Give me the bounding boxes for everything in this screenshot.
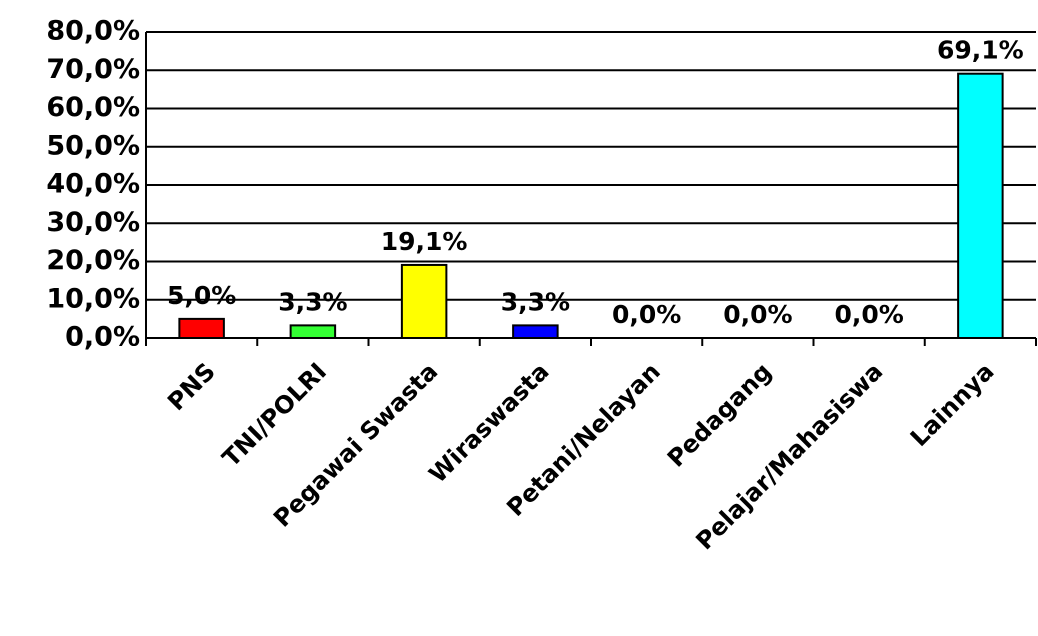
x-tick-label: Pedagang	[662, 357, 777, 472]
value-label: 3,3%	[278, 287, 347, 316]
x-tick-label: Pelajar/Mahasiswa	[690, 357, 888, 555]
bar	[512, 324, 559, 340]
value-label: 19,1%	[381, 227, 468, 256]
bar	[178, 317, 225, 339]
value-label: 5,0%	[167, 281, 236, 310]
y-tick-label: 20,0%	[46, 245, 140, 276]
y-tick-label: 40,0%	[46, 169, 140, 200]
value-label: 69,1%	[937, 36, 1024, 65]
x-tick-label: Lainnya	[905, 357, 1000, 452]
x-tick-label: PNS	[162, 357, 221, 416]
y-tick-label: 60,0%	[46, 92, 140, 123]
y-tick-label: 10,0%	[46, 283, 140, 314]
y-tick-label: 70,0%	[46, 54, 140, 85]
value-label: 0,0%	[834, 300, 903, 329]
bar	[957, 72, 1004, 339]
y-tick-label: 50,0%	[46, 130, 140, 161]
y-tick-label: 30,0%	[46, 207, 140, 238]
y-tick-label: 80,0%	[46, 16, 140, 47]
bar	[400, 263, 448, 340]
value-label: 0,0%	[723, 300, 792, 329]
x-tick-label: TNI/POLRI	[217, 357, 332, 472]
bar	[289, 324, 337, 340]
value-label: 0,0%	[612, 300, 681, 329]
y-tick-label: 0,0%	[65, 322, 140, 353]
value-label: 3,3%	[501, 287, 570, 316]
